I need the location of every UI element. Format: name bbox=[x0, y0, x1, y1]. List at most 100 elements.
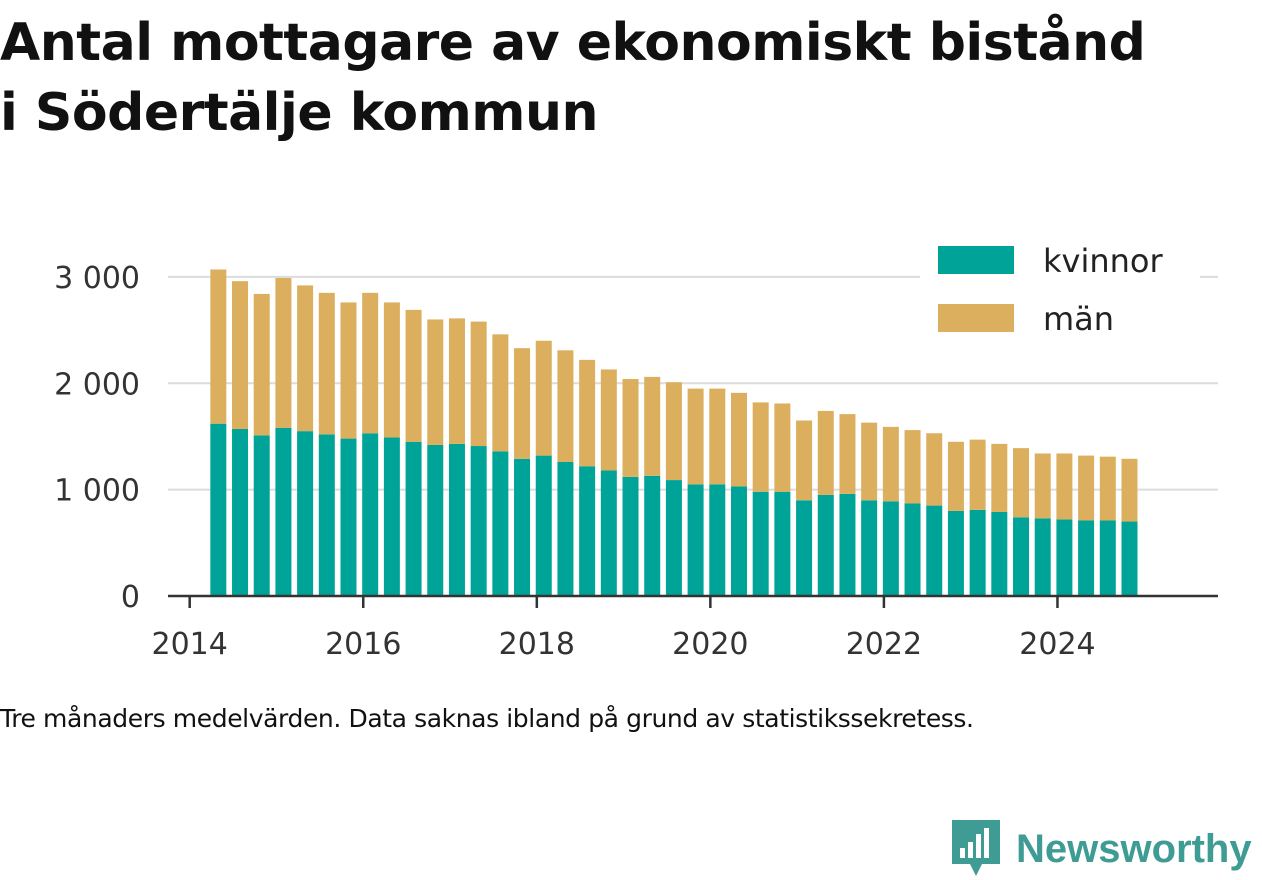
bar-man bbox=[861, 422, 878, 501]
bar-kvinnor bbox=[557, 461, 574, 596]
legend-label: män bbox=[1043, 300, 1114, 338]
bar-man bbox=[665, 382, 682, 481]
bar-man bbox=[622, 379, 639, 477]
bar-kvinnor bbox=[427, 444, 444, 596]
bar-man bbox=[1013, 448, 1030, 518]
bar-man bbox=[1034, 453, 1051, 519]
bar-man bbox=[687, 388, 704, 485]
bar-man bbox=[557, 350, 574, 462]
bar-man bbox=[839, 414, 856, 494]
stacked-bar-chart: 0 1 000 2 000 3 000 2014 2016 2018 2020 2022 2024… bbox=[54, 236, 1218, 662]
bar-kvinnor bbox=[861, 500, 878, 596]
bar-kvinnor bbox=[362, 433, 379, 596]
bar-kvinnor bbox=[232, 429, 249, 596]
bar-kvinnor bbox=[969, 509, 986, 596]
bar-man bbox=[427, 319, 444, 445]
bar-kvinnor bbox=[1121, 521, 1138, 596]
bar-kvinnor bbox=[492, 451, 509, 596]
y-tick-label: 0 bbox=[121, 580, 140, 615]
bar-man bbox=[1056, 453, 1073, 520]
bar-kvinnor bbox=[1099, 520, 1116, 596]
bar-man bbox=[644, 376, 661, 476]
bar-kvinnor bbox=[709, 484, 726, 596]
bar-man bbox=[926, 433, 943, 506]
legend-label: kvinnor bbox=[1043, 242, 1164, 280]
bar-man bbox=[730, 392, 747, 487]
bar-man bbox=[253, 293, 270, 436]
bar-man bbox=[340, 302, 357, 439]
x-tick-label: 2018 bbox=[499, 627, 575, 662]
bar-kvinnor bbox=[275, 427, 292, 596]
bar-man bbox=[774, 403, 791, 492]
bar-man bbox=[297, 285, 314, 432]
bar-kvinnor bbox=[1056, 519, 1073, 596]
bar-kvinnor bbox=[210, 423, 227, 596]
bar-kvinnor bbox=[839, 493, 856, 596]
bar-kvinnor bbox=[644, 475, 661, 596]
bar-man bbox=[535, 340, 552, 456]
bar-man bbox=[579, 359, 596, 467]
brand-name: Newsworthy bbox=[1016, 826, 1252, 871]
chart-caption: Tre månaders medelvärden. Data saknas ib… bbox=[0, 704, 974, 733]
bar-man bbox=[492, 334, 509, 452]
bar-man bbox=[514, 348, 531, 459]
bar-kvinnor bbox=[340, 438, 357, 596]
bar-kvinnor bbox=[514, 458, 531, 596]
x-tick-label: 2020 bbox=[672, 627, 748, 662]
bar-man bbox=[969, 439, 986, 510]
bar-kvinnor bbox=[622, 476, 639, 596]
y-tick-label: 3 000 bbox=[54, 261, 140, 296]
brand-logo: Newsworthy bbox=[950, 818, 1252, 880]
bar-kvinnor bbox=[926, 505, 943, 596]
bar-man bbox=[470, 321, 487, 447]
bar-man bbox=[232, 281, 249, 430]
bar-kvinnor bbox=[665, 480, 682, 596]
x-tick-label: 2024 bbox=[1019, 627, 1095, 662]
chart-title: Antal mottagare av ekonomiskt bistånd i … bbox=[0, 8, 1262, 148]
bar-kvinnor bbox=[448, 443, 465, 596]
bar-man bbox=[600, 369, 617, 471]
bar-kvinnor bbox=[318, 434, 335, 596]
bar-kvinnor bbox=[535, 455, 552, 596]
legend-swatch bbox=[938, 304, 1014, 332]
bar-man bbox=[991, 443, 1008, 512]
chart-title-line-1: Antal mottagare av ekonomiskt bistånd bbox=[0, 13, 1146, 73]
bar-man bbox=[817, 410, 834, 495]
bar-man bbox=[275, 277, 292, 428]
bar-man bbox=[383, 302, 400, 438]
bar-kvinnor bbox=[470, 446, 487, 596]
bar-kvinnor bbox=[1013, 517, 1030, 596]
bar-man bbox=[210, 269, 227, 424]
bar-man bbox=[405, 309, 422, 442]
x-tick-label: 2014 bbox=[152, 627, 228, 662]
bar-kvinnor bbox=[774, 491, 791, 596]
bar-kvinnor bbox=[579, 466, 596, 596]
bar-kvinnor bbox=[991, 511, 1008, 596]
bar-man bbox=[947, 441, 964, 511]
newsworthy-logo-icon bbox=[952, 820, 1000, 876]
bar-kvinnor bbox=[796, 500, 813, 596]
legend-swatch bbox=[938, 246, 1014, 274]
bar-kvinnor bbox=[947, 510, 964, 596]
bar-man bbox=[318, 292, 335, 435]
x-tick-label: 2022 bbox=[846, 627, 922, 662]
bar-man bbox=[709, 388, 726, 485]
bar-kvinnor bbox=[817, 494, 834, 596]
x-tick-label: 2016 bbox=[325, 627, 401, 662]
bar-kvinnor bbox=[730, 486, 747, 596]
bar-man bbox=[1078, 455, 1095, 521]
bar-kvinnor bbox=[752, 491, 769, 596]
bar-kvinnor bbox=[904, 503, 921, 596]
bar-man bbox=[1099, 456, 1116, 521]
bar-kvinnor bbox=[297, 431, 314, 596]
bar-kvinnor bbox=[405, 441, 422, 596]
bar-man bbox=[882, 426, 899, 502]
bar-man bbox=[752, 402, 769, 492]
bar-kvinnor bbox=[1034, 518, 1051, 596]
chart-title-line-2: i Södertälje kommun bbox=[0, 83, 599, 143]
bar-kvinnor bbox=[383, 437, 400, 596]
bar-kvinnor bbox=[1078, 520, 1095, 596]
bar-kvinnor bbox=[882, 501, 899, 596]
bar-man bbox=[796, 420, 813, 501]
bar-kvinnor bbox=[687, 484, 704, 596]
